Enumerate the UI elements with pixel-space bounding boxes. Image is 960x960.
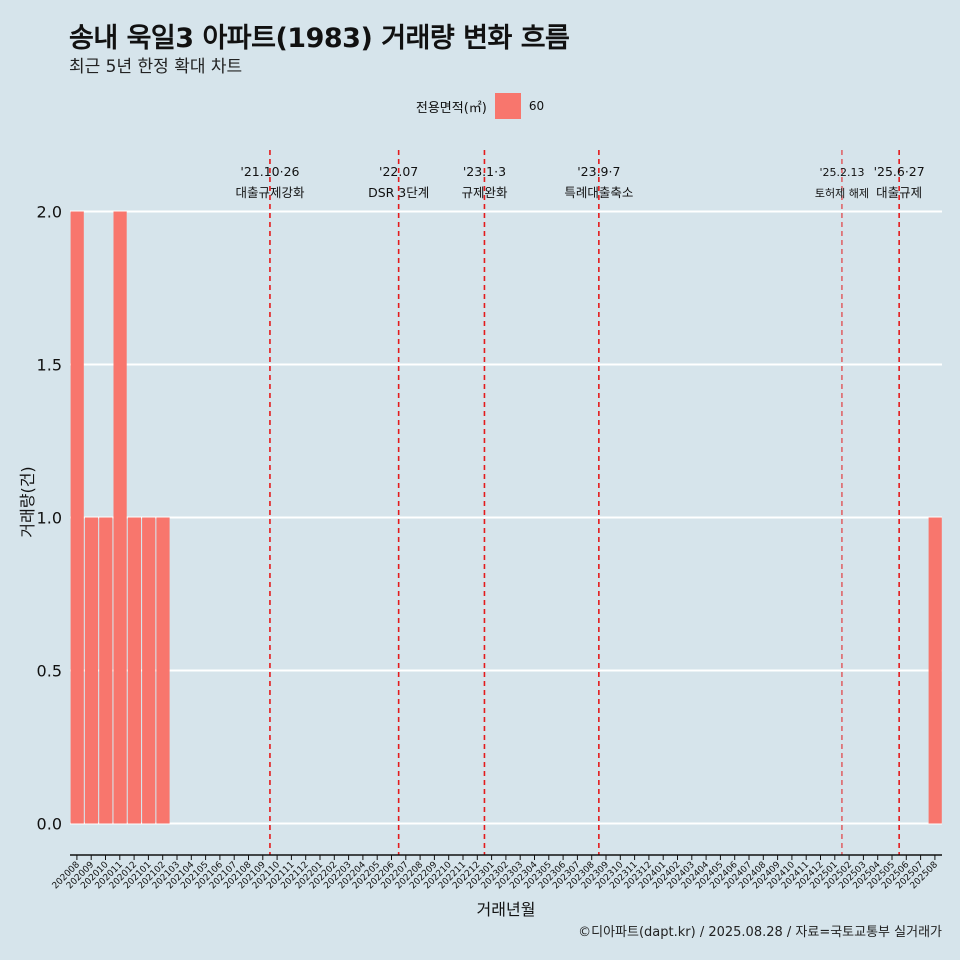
y-tick-label: 0.0 bbox=[37, 815, 62, 834]
bar bbox=[928, 517, 942, 824]
event-date: '25.6·27 bbox=[874, 164, 925, 179]
event-date: '23.9·7 bbox=[577, 164, 620, 179]
event-label: 특례대출축소 bbox=[564, 185, 633, 200]
event-date: '21.10·26 bbox=[240, 164, 299, 179]
event-date: '22.07 bbox=[379, 164, 418, 179]
legend: 전용면적(㎡) 60 bbox=[0, 93, 960, 119]
chart-title: 송내 욱일3 아파트(1983) 거래량 변화 흐름 bbox=[69, 23, 570, 54]
bar bbox=[142, 517, 156, 824]
bar bbox=[99, 517, 113, 824]
y-tick-label: 2.0 bbox=[37, 203, 62, 222]
event-label: 대출규제강화 bbox=[235, 185, 305, 200]
bar bbox=[84, 517, 99, 824]
legend-entry: 60 bbox=[528, 99, 545, 113]
bar bbox=[113, 211, 127, 824]
bar bbox=[127, 517, 141, 824]
legend-title: 전용면적(㎡) bbox=[415, 100, 487, 116]
y-tick-label: 1.0 bbox=[37, 509, 62, 528]
caption: ©디아파트(dapt.kr) / 2025.08.28 / 자료=국토교통부 실… bbox=[578, 925, 942, 940]
event-label: 토허제 해제 bbox=[815, 186, 869, 200]
y-axis-title: 거래량(건) bbox=[18, 466, 37, 537]
y-tick-label: 1.5 bbox=[37, 356, 62, 375]
y-tick-label: 0.5 bbox=[37, 662, 62, 681]
event-date: '25.2.13 bbox=[819, 166, 864, 179]
x-axis-title: 거래년월 bbox=[477, 900, 536, 919]
bar bbox=[70, 211, 84, 824]
event-label: 규제완화 bbox=[461, 185, 508, 200]
chart-subtitle: 최근 5년 한정 확대 차트 bbox=[69, 57, 243, 77]
event-date: '23.1·3 bbox=[463, 164, 506, 179]
legend-swatch bbox=[494, 93, 521, 119]
bar bbox=[156, 517, 170, 824]
event-label: 대출규제 bbox=[876, 185, 922, 200]
event-label: DSR 3단계 bbox=[368, 185, 429, 200]
